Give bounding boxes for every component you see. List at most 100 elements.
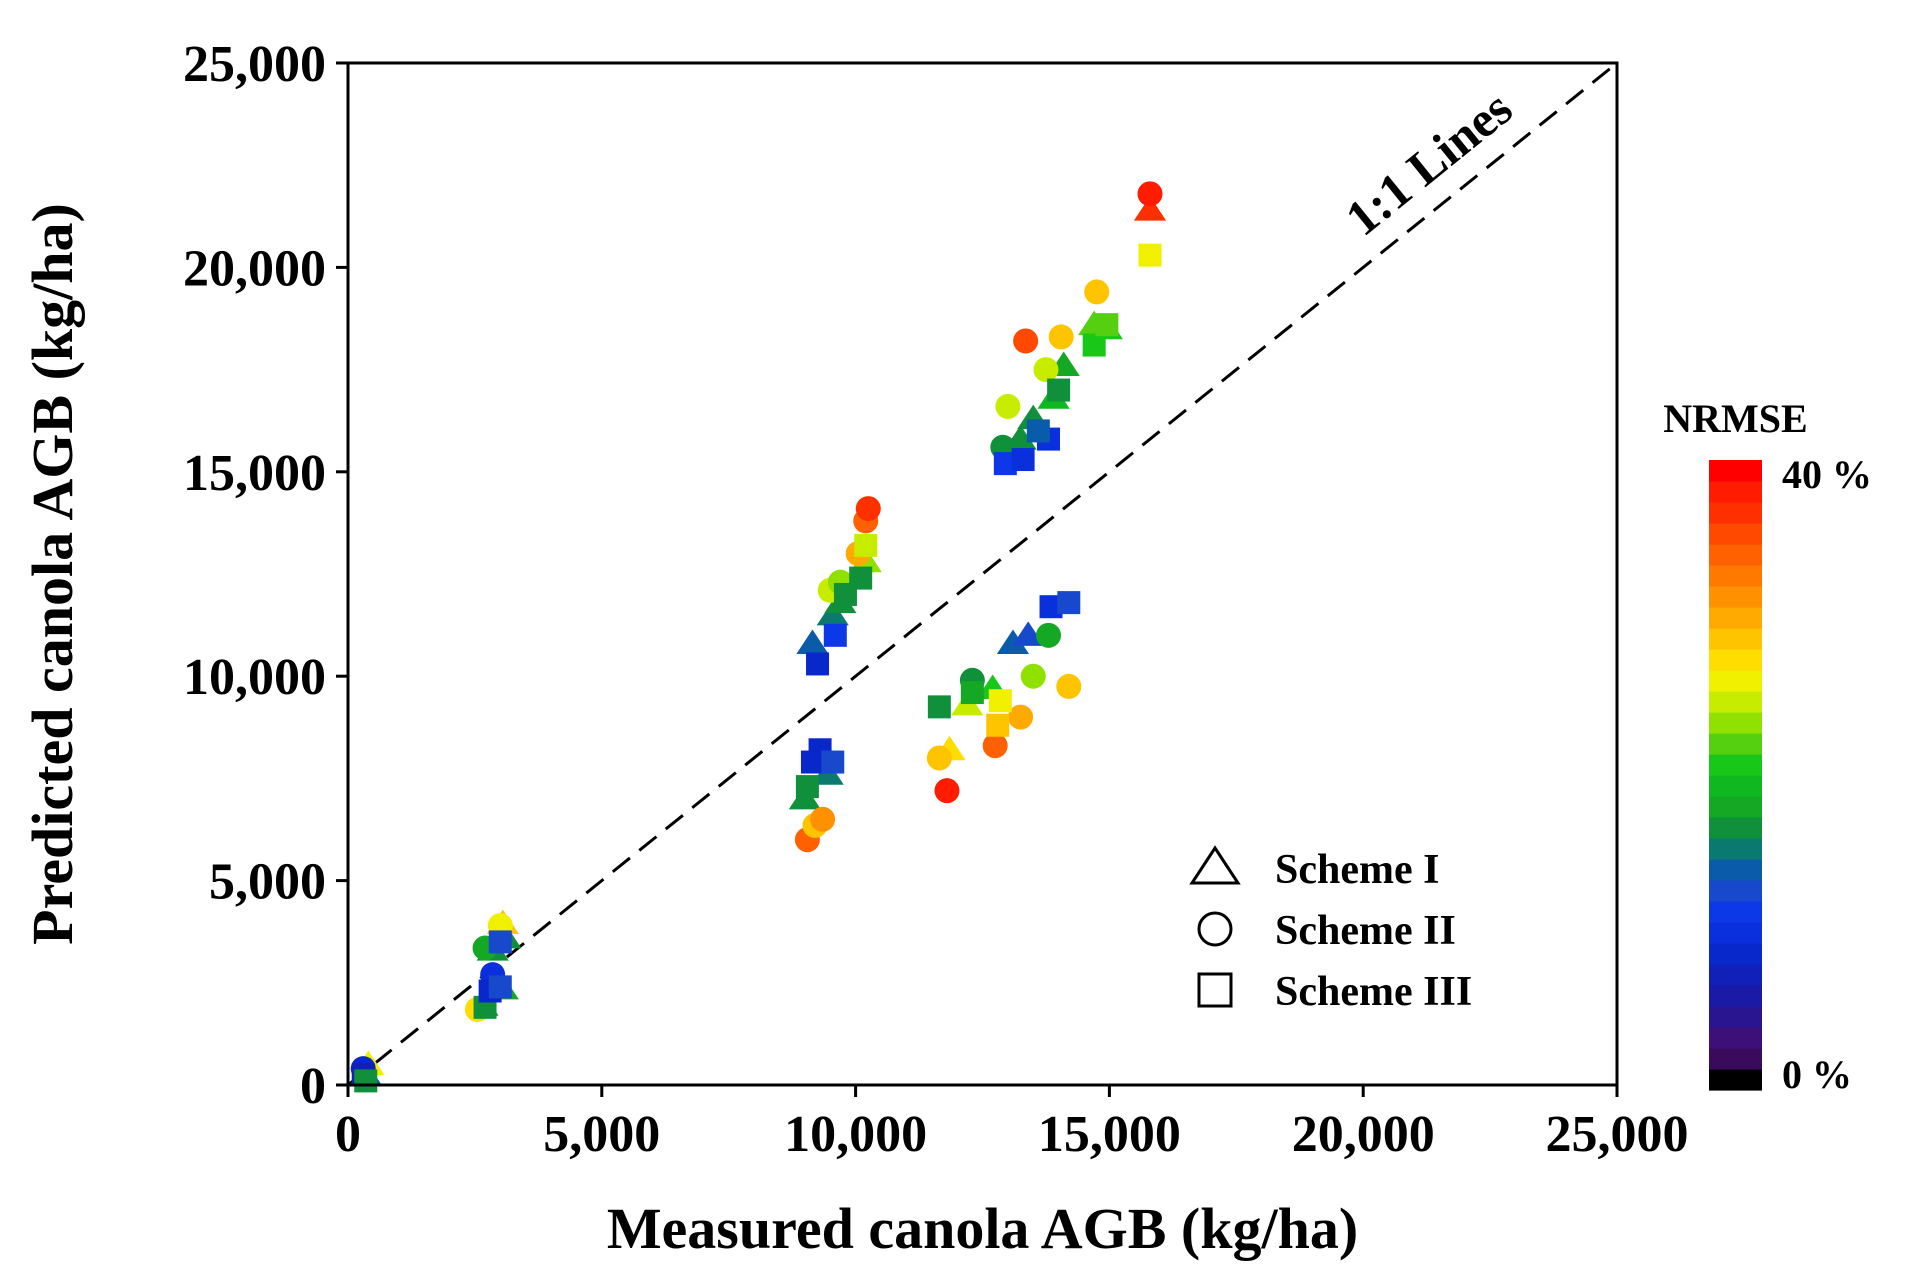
scheme-ii-point — [982, 733, 1008, 759]
colorbar-title: NRMSE — [1663, 396, 1807, 441]
scheme-ii-point — [926, 745, 952, 771]
scheme-iii-point — [960, 681, 984, 705]
y-axis-title: Predicted canola AGB (kg/ha) — [20, 203, 85, 945]
scheme-ii-point — [1056, 673, 1082, 699]
scheme-ii-point — [1035, 622, 1061, 648]
scheme-iii-point — [1047, 378, 1071, 402]
scheme-iii-point — [795, 775, 819, 799]
plot-area: 1:1 Lines — [347, 61, 1618, 1093]
colorbar-segment — [1709, 628, 1762, 650]
y-tick-label: 20,000 — [183, 240, 326, 297]
scheme-iii-point — [986, 713, 1010, 737]
scheme-iii-point — [993, 452, 1017, 476]
colorbar: NRMSE 40 % 0 % — [1663, 396, 1872, 1097]
scheme-iii-point — [823, 623, 847, 647]
scheme-i-point — [996, 629, 1030, 654]
colorbar-segment — [1709, 733, 1762, 755]
colorbar-segment — [1709, 565, 1762, 587]
legend-label: Scheme I — [1275, 847, 1439, 893]
scheme-ii-point — [934, 778, 960, 804]
colorbar-segment — [1709, 901, 1762, 923]
scheme-iii-point — [988, 689, 1012, 713]
colorbar-segment — [1709, 1027, 1762, 1049]
scheme-iii-point — [1095, 313, 1119, 337]
colorbar-segment — [1709, 880, 1762, 902]
colorbar-segment — [1709, 943, 1762, 965]
scheme-ii-point — [810, 806, 836, 832]
x-tick-label: 0 — [335, 1106, 361, 1163]
scheme-iii-point — [488, 975, 512, 999]
colorbar-segment — [1709, 586, 1762, 608]
scheme-iii-point — [488, 930, 512, 954]
scheme-i-point — [1012, 621, 1045, 646]
scheme-iii-point — [354, 1069, 378, 1093]
colorbar-segment — [1709, 964, 1762, 986]
y-tick-label: 15,000 — [183, 445, 326, 502]
scheme-iii-point — [927, 695, 951, 719]
colorbar-segment — [1709, 670, 1762, 692]
y-tick-label: 5,000 — [209, 854, 326, 911]
colorbar-segment — [1709, 775, 1762, 797]
legend-label: Scheme III — [1275, 969, 1472, 1015]
scheme-iii-point — [1138, 243, 1162, 267]
scheme-i-point — [1133, 196, 1167, 221]
colorbar-segment — [1709, 796, 1762, 818]
colorbar-segment — [1709, 712, 1762, 734]
scheme-ii-point — [1020, 663, 1046, 689]
scheme-iii-point — [821, 750, 845, 774]
scheme-iii-point — [1039, 595, 1063, 619]
x-tick-label: 20,000 — [1292, 1106, 1435, 1163]
legend: Scheme I Scheme II Scheme III — [1189, 845, 1472, 1015]
scheme-iii-point — [1082, 333, 1106, 357]
colorbar-segment — [1709, 859, 1762, 881]
legend-triangle-icon — [1189, 845, 1241, 885]
colorbar-segment — [1709, 922, 1762, 944]
colorbar-segment — [1709, 607, 1762, 629]
colorbar-max-label: 40 % — [1782, 452, 1872, 497]
colorbar-segment — [1709, 754, 1762, 776]
colorbar-segment — [1709, 817, 1762, 839]
scheme-iii-point — [1011, 448, 1035, 472]
x-tick-label: 5,000 — [543, 1106, 660, 1163]
colorbar-segment — [1709, 838, 1762, 860]
axes: 0 5,000 10,000 15,000 20,000 25,000 0 5,000 10,0… — [20, 36, 1689, 1261]
scheme-ii-point — [1008, 704, 1034, 730]
scheme-i-point — [816, 600, 849, 626]
y-tick-label: 25,000 — [183, 36, 326, 93]
scheme-i-point — [796, 629, 829, 654]
legend-square-icon — [1197, 972, 1233, 1008]
scheme-iii-point — [1026, 419, 1050, 443]
scheme-ii-point — [855, 496, 881, 522]
colorbar-segment — [1709, 1006, 1762, 1028]
scheme-ii-point — [1084, 279, 1110, 305]
colorbar-segment — [1709, 544, 1762, 566]
legend-circle-icon — [1197, 911, 1233, 947]
colorbar-segment — [1709, 1069, 1762, 1091]
scheme-ii-point — [995, 393, 1021, 419]
colorbar-segment — [1709, 985, 1762, 1007]
scheme-iii-point — [854, 533, 878, 557]
scheme-iii-point — [849, 566, 873, 590]
colorbar-segment — [1709, 460, 1762, 482]
plot-frame — [346, 61, 1619, 1087]
scheme-iii-point — [806, 652, 830, 676]
x-axis-title: Measured canola AGB (kg/ha) — [607, 1196, 1358, 1261]
scheme-ii-point — [1048, 324, 1074, 350]
legend-label: Scheme II — [1275, 908, 1456, 954]
colorbar-segment — [1709, 691, 1762, 713]
colorbar-segment — [1709, 649, 1762, 671]
x-tick-label: 15,000 — [1038, 1106, 1181, 1163]
colorbar-segment — [1709, 481, 1762, 503]
colorbar-segment — [1709, 502, 1762, 524]
y-tick-label: 0 — [300, 1058, 326, 1115]
scheme-ii-point — [1033, 357, 1059, 383]
scheme-ii-point — [1137, 181, 1163, 207]
colorbar-segment — [1709, 1048, 1762, 1070]
colorbar-segment — [1709, 523, 1762, 545]
x-tick-label: 25,000 — [1546, 1106, 1689, 1163]
y-tick-label: 10,000 — [183, 649, 326, 706]
colorbar-min-label: 0 % — [1782, 1052, 1852, 1097]
scheme-iii-point — [1057, 591, 1081, 615]
